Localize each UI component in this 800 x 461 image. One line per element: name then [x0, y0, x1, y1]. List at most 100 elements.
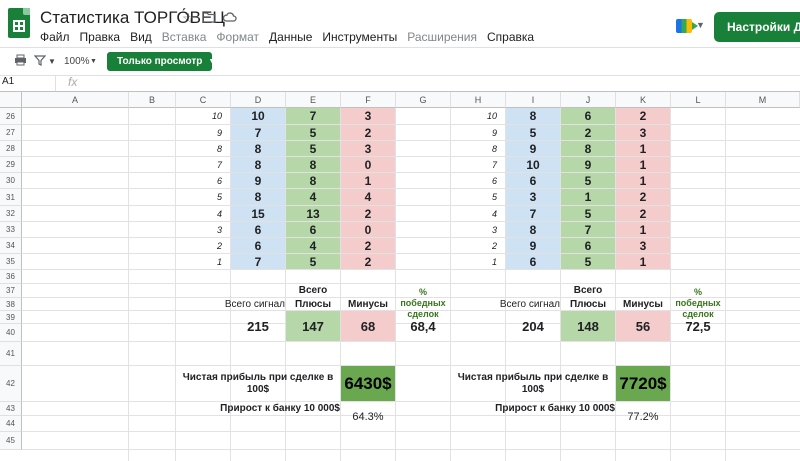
- right-signals-cell[interactable]: 5: [506, 125, 560, 140]
- column-header-c[interactable]: C: [176, 92, 231, 108]
- zoom-select[interactable]: 100%: [64, 56, 90, 67]
- right-minus-cell[interactable]: 3: [616, 238, 670, 253]
- right-signals-cell[interactable]: 6: [506, 173, 560, 188]
- select-all-corner[interactable]: [0, 92, 22, 108]
- right-signals-cell[interactable]: 8: [506, 222, 560, 237]
- left-signals-cell[interactable]: 7: [231, 254, 285, 269]
- menu-item[interactable]: Справка: [487, 30, 535, 44]
- left-minus-cell[interactable]: 4: [341, 189, 395, 205]
- left-signals-cell[interactable]: 8: [231, 141, 285, 156]
- row-header-26[interactable]: 26: [0, 108, 22, 125]
- column-header-l[interactable]: L: [671, 92, 726, 108]
- left-plus-cell[interactable]: 5: [286, 125, 340, 140]
- right-signals-cell[interactable]: 7: [506, 206, 560, 221]
- left-minus-cell[interactable]: 2: [341, 254, 395, 269]
- left-minus-cell[interactable]: 3: [341, 108, 395, 124]
- right-signals-cell[interactable]: 9: [506, 141, 560, 156]
- right-minus-cell[interactable]: 2: [616, 206, 670, 221]
- right-signals-cell[interactable]: 10: [506, 157, 560, 172]
- star-icon[interactable]: ☆: [182, 10, 195, 26]
- filter-dropdown-icon[interactable]: ▼: [48, 57, 56, 66]
- left-plus-cell[interactable]: 7: [286, 108, 340, 124]
- filter-icon[interactable]: [33, 54, 47, 69]
- row-header-43[interactable]: 43: [0, 402, 22, 416]
- column-header-a[interactable]: A: [22, 92, 129, 108]
- right-plus-cell[interactable]: 6: [561, 238, 615, 253]
- row-header-35[interactable]: 35: [0, 254, 22, 270]
- menu-item[interactable]: Файл: [40, 30, 70, 44]
- column-header-f[interactable]: F: [341, 92, 396, 108]
- right-plus-cell[interactable]: 2: [561, 125, 615, 140]
- right-plus-cell[interactable]: 9: [561, 157, 615, 172]
- left-plus-cell[interactable]: 5: [286, 254, 340, 269]
- row-header-38[interactable]: 38: [0, 298, 22, 311]
- menu-item[interactable]: Расширения: [407, 30, 478, 44]
- column-header-h[interactable]: H: [451, 92, 506, 108]
- left-plus-cell[interactable]: 4: [286, 189, 340, 205]
- left-signals-cell[interactable]: 6: [231, 238, 285, 253]
- row-header-34[interactable]: 34: [0, 238, 22, 254]
- column-header-b[interactable]: B: [129, 92, 176, 108]
- column-header-g[interactable]: G: [396, 92, 451, 108]
- right-plus-cell[interactable]: 7: [561, 222, 615, 237]
- sheets-logo-icon[interactable]: [8, 8, 30, 38]
- row-header-41[interactable]: 41: [0, 342, 22, 366]
- left-plus-cell[interactable]: 6: [286, 222, 340, 237]
- row-header-33[interactable]: 33: [0, 222, 22, 238]
- share-button[interactable]: Настройки Доступа: [714, 12, 800, 42]
- meet-icon[interactable]: [676, 19, 698, 33]
- view-only-button[interactable]: Только просмотр ▼: [107, 52, 215, 71]
- name-box[interactable]: A1: [0, 76, 56, 91]
- menu-item[interactable]: Формат: [216, 30, 260, 44]
- left-minus-cell[interactable]: 3: [341, 141, 395, 156]
- left-signals-cell[interactable]: 8: [231, 189, 285, 205]
- left-signals-cell[interactable]: 6: [231, 222, 285, 237]
- row-header-30[interactable]: 30: [0, 173, 22, 189]
- row-header-37[interactable]: 37: [0, 284, 22, 298]
- left-signals-cell[interactable]: 9: [231, 173, 285, 188]
- zoom-dropdown-icon[interactable]: ▼: [90, 58, 97, 65]
- right-plus-cell[interactable]: 5: [561, 254, 615, 269]
- left-minus-cell[interactable]: 0: [341, 157, 395, 172]
- left-plus-cell[interactable]: 8: [286, 173, 340, 188]
- row-header-29[interactable]: 29: [0, 157, 22, 173]
- right-plus-cell[interactable]: 8: [561, 141, 615, 156]
- row-header-45[interactable]: 45: [0, 432, 22, 450]
- left-minus-cell[interactable]: 0: [341, 222, 395, 237]
- right-signals-cell[interactable]: 9: [506, 238, 560, 253]
- column-header-i[interactable]: I: [506, 92, 561, 108]
- column-header-m[interactable]: M: [726, 92, 800, 108]
- right-minus-cell[interactable]: 1: [616, 173, 670, 188]
- right-minus-cell[interactable]: 1: [616, 254, 670, 269]
- column-header-k[interactable]: K: [616, 92, 671, 108]
- right-minus-cell[interactable]: 1: [616, 141, 670, 156]
- right-signals-cell[interactable]: 6: [506, 254, 560, 269]
- left-minus-cell[interactable]: 2: [341, 206, 395, 221]
- right-minus-cell[interactable]: 2: [616, 108, 670, 124]
- menu-item[interactable]: Вставка: [161, 30, 207, 44]
- right-signals-cell[interactable]: 3: [506, 189, 560, 205]
- menu-item[interactable]: Правка: [79, 30, 121, 44]
- right-minus-cell[interactable]: 2: [616, 189, 670, 205]
- left-minus-cell[interactable]: 2: [341, 238, 395, 253]
- left-plus-cell[interactable]: 13: [286, 206, 340, 221]
- right-plus-cell[interactable]: 6: [561, 108, 615, 124]
- row-header-28[interactable]: 28: [0, 141, 22, 157]
- print-icon[interactable]: [14, 54, 27, 69]
- left-plus-cell[interactable]: 4: [286, 238, 340, 253]
- row-header-39[interactable]: 39: [0, 311, 22, 324]
- menu-item[interactable]: Данные: [269, 30, 313, 44]
- column-header-j[interactable]: J: [561, 92, 616, 108]
- right-signals-cell[interactable]: 8: [506, 108, 560, 124]
- menu-item[interactable]: Вид: [130, 30, 152, 44]
- row-header-32[interactable]: 32: [0, 206, 22, 222]
- left-signals-cell[interactable]: 7: [231, 125, 285, 140]
- row-header-36[interactable]: 36: [0, 270, 22, 284]
- left-minus-cell[interactable]: 2: [341, 125, 395, 140]
- document-title[interactable]: Статистика ТОРГО́ВЕЦ: [40, 8, 225, 27]
- row-header-40[interactable]: 40: [0, 324, 22, 342]
- row-header-31[interactable]: 31: [0, 189, 22, 206]
- row-header-27[interactable]: 27: [0, 125, 22, 141]
- left-plus-cell[interactable]: 8: [286, 157, 340, 172]
- left-plus-cell[interactable]: 5: [286, 141, 340, 156]
